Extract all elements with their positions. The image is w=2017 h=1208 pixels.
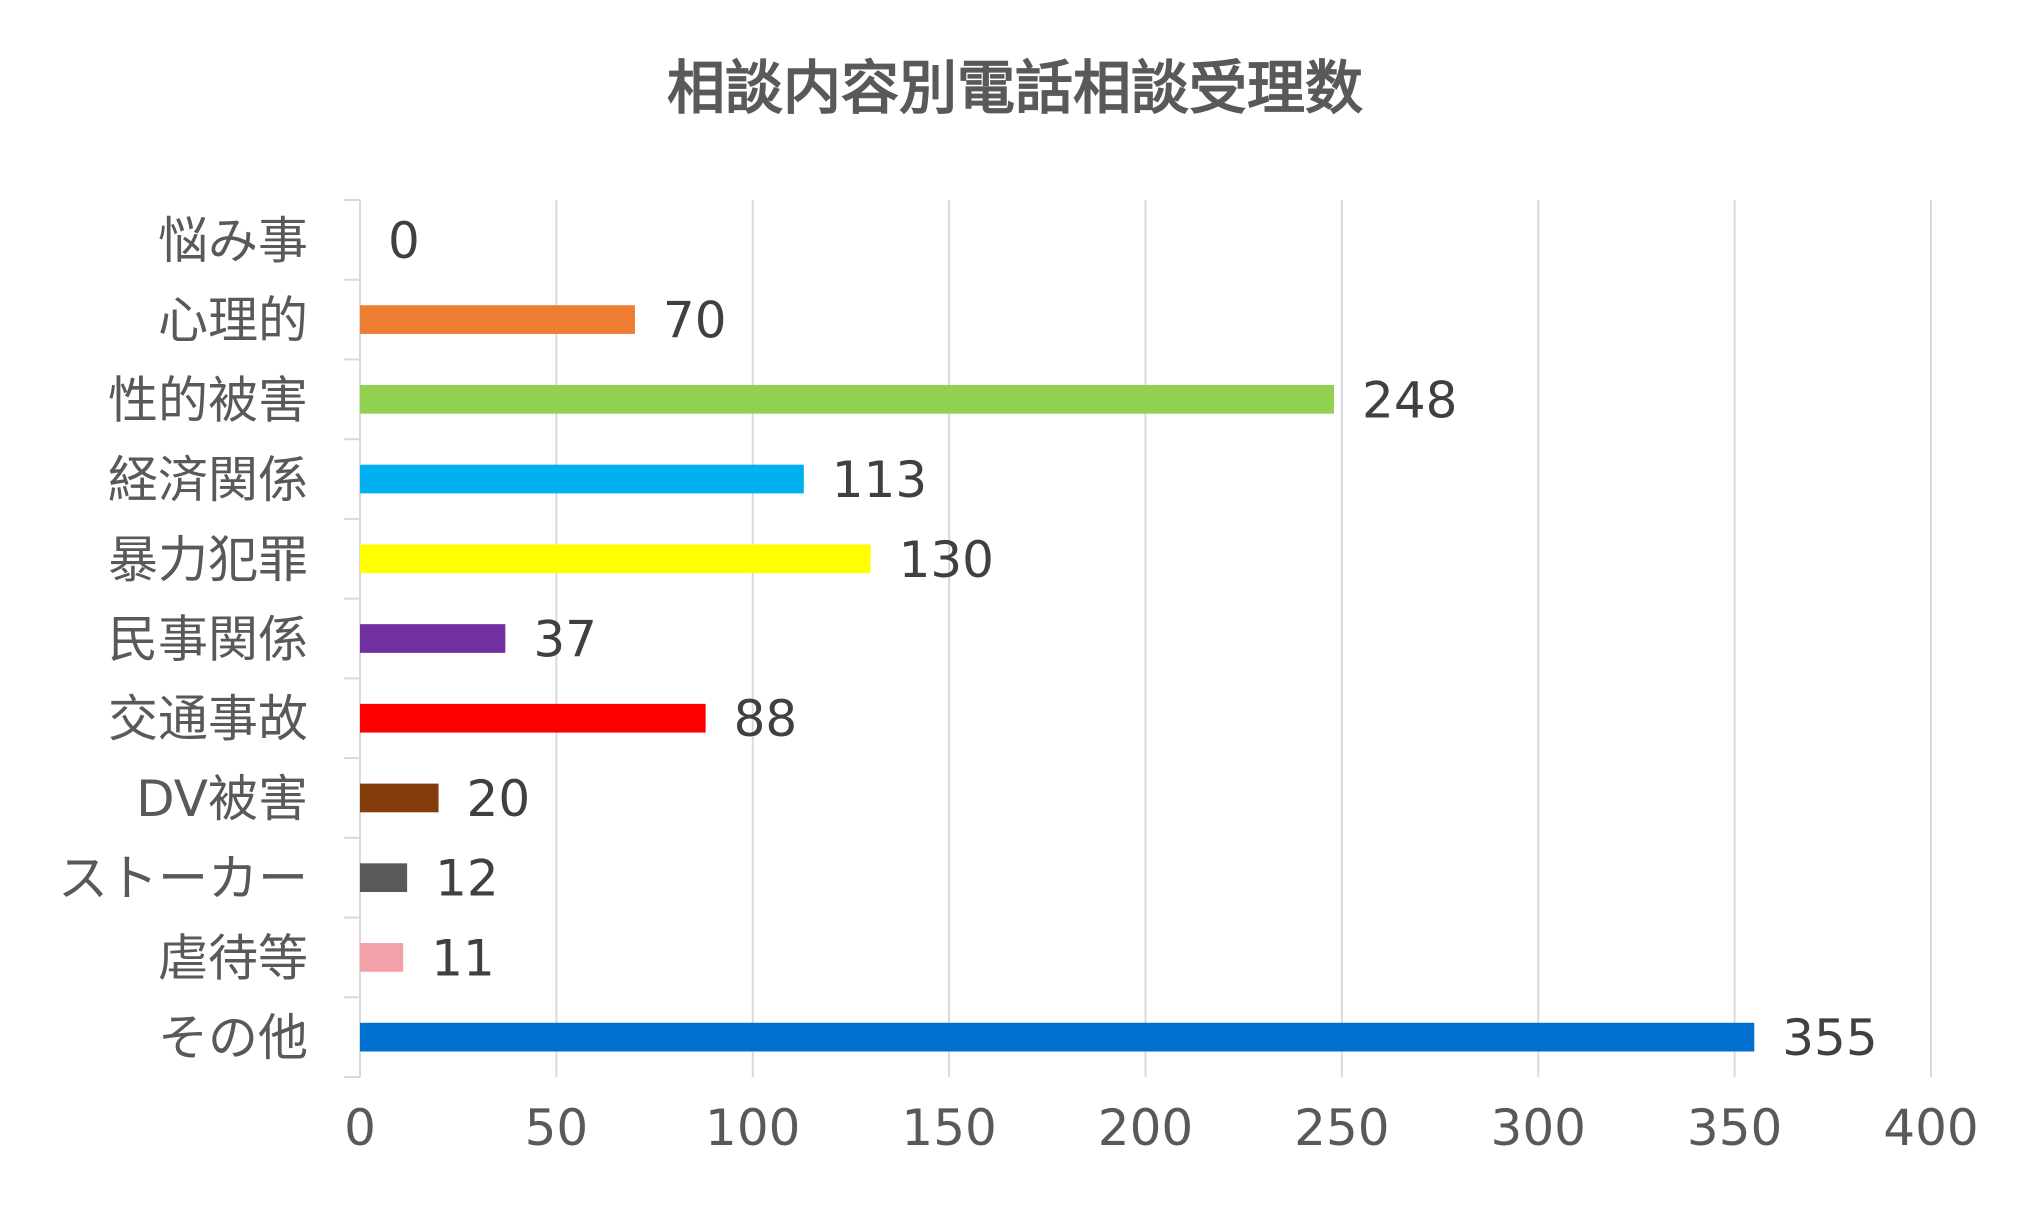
bar-5	[360, 624, 506, 653]
data-labels: 0 70 248 113 130 37 88 20 12 11 355	[388, 212, 1878, 1067]
x-tick-label: 400	[1883, 1099, 1978, 1157]
x-tick-label: 100	[705, 1099, 800, 1157]
x-tick-label: 200	[1098, 1099, 1193, 1157]
bar-1	[360, 305, 635, 334]
x-tick-label: 50	[525, 1099, 589, 1157]
bar-3	[360, 464, 804, 494]
x-tick-label: 0	[344, 1099, 376, 1157]
x-tick-label: 350	[1687, 1099, 1782, 1157]
category-label: DV被害	[136, 770, 308, 828]
category-label: 経済関係	[108, 451, 308, 509]
data-label: 12	[435, 850, 499, 908]
data-label: 20	[467, 770, 531, 828]
category-label: ストーカー	[58, 850, 308, 908]
data-label: 88	[734, 690, 798, 748]
bar-10	[360, 1022, 1755, 1052]
category-label: 交通事故	[108, 690, 308, 748]
bar-7	[360, 783, 439, 813]
grid-lines	[555, 200, 1932, 1077]
bar-4	[360, 544, 871, 574]
bar-6	[360, 703, 706, 733]
x-tick-label: 150	[901, 1099, 996, 1157]
category-label: 悩み事	[158, 212, 308, 270]
category-label: 暴力犯罪	[108, 531, 308, 589]
category-axis	[344, 199, 361, 1078]
x-tick-label: 250	[1294, 1099, 1389, 1157]
data-label: 0	[388, 212, 420, 270]
data-label: 113	[832, 451, 927, 509]
data-label: 70	[663, 292, 727, 350]
x-tick-label: 300	[1491, 1099, 1586, 1157]
data-label: 11	[431, 929, 495, 987]
category-label: 心理的	[158, 292, 308, 350]
data-label: 130	[899, 531, 994, 589]
x-tick-labels: 0 50 100 150 200 250 300 350 400	[344, 1099, 1979, 1157]
category-label: 虐待等	[158, 929, 308, 987]
bar-2	[360, 384, 1335, 414]
data-label: 355	[1782, 1009, 1877, 1067]
bar-8	[360, 863, 408, 893]
chart-title: 相談内容別電話相談受理数	[667, 54, 1363, 122]
data-label: 248	[1362, 371, 1457, 429]
data-label: 37	[533, 611, 597, 669]
category-label: 民事関係	[108, 611, 308, 669]
category-label: 性的被害	[108, 371, 308, 429]
category-label: その他	[158, 1009, 308, 1067]
bars	[360, 305, 1755, 1052]
bar-9	[360, 943, 404, 972]
